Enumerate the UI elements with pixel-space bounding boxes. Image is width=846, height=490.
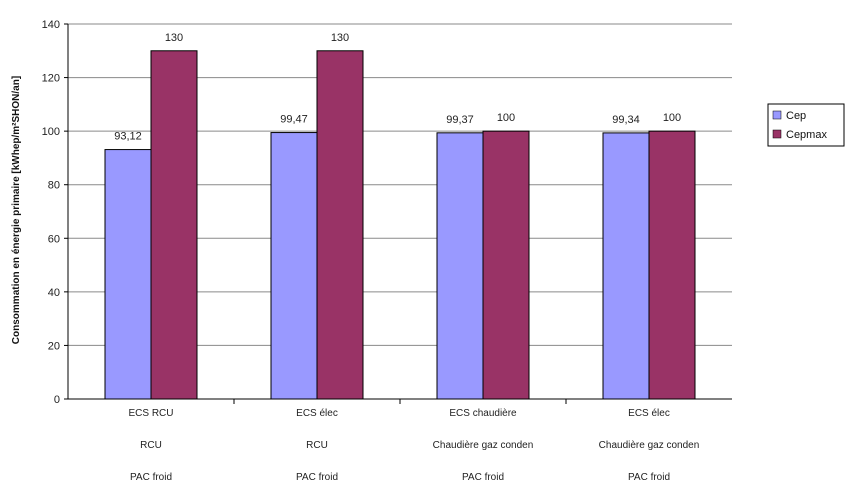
category-label: ECS RCU [128, 408, 173, 419]
y-tick-label: 100 [42, 126, 60, 138]
bar-cep-3 [602, 132, 650, 400]
bar-cep-2 [436, 132, 484, 400]
category-label: PAC froid [628, 472, 670, 483]
data-labels: 93,12 130 99,47 130 99,37 100 99,34 100 [114, 32, 681, 143]
x-category-labels: ECS RCU RCU PAC froid ECS élec RCU PAC froid E… [128, 408, 699, 483]
data-label: 100 [497, 112, 515, 124]
data-label: 93,12 [114, 131, 142, 143]
legend: Cep Cepmax [767, 103, 845, 147]
category-label: PAC froid [130, 472, 172, 483]
y-tick-label: 40 [48, 287, 60, 299]
y-tick-label: 140 [42, 19, 60, 31]
category-label: ECS élec [296, 408, 338, 419]
legend-swatch-cep [772, 110, 782, 120]
y-axis-label: Consommation en énergie primaire [kWhep/… [11, 76, 22, 344]
legend-swatch-cepmax [772, 129, 782, 139]
y-tick-label: 20 [48, 340, 60, 352]
data-label: 99,34 [612, 114, 640, 126]
data-label: 99,47 [280, 114, 308, 126]
bar-cepmax-1 [316, 50, 364, 400]
category-label: ECS élec [628, 408, 670, 419]
data-label: 100 [663, 112, 681, 124]
data-label: 130 [331, 32, 349, 44]
bar-cep-0 [104, 149, 152, 400]
category-label: RCU [140, 440, 162, 451]
bar-cepmax-2 [482, 130, 530, 400]
legend-label-cepmax: Cepmax [786, 129, 827, 141]
bar-cep-1 [270, 132, 318, 400]
y-tick-label: 80 [48, 180, 60, 192]
data-label: 130 [165, 32, 183, 44]
axes [64, 23, 732, 404]
legend-label-cep: Cep [786, 110, 806, 122]
data-label: 99,37 [446, 114, 474, 126]
category-label: PAC froid [462, 472, 504, 483]
y-tick-label: 0 [54, 394, 60, 406]
category-label: Chaudière gaz conden [433, 440, 534, 451]
y-tick-label: 120 [42, 73, 60, 85]
bar-cepmax-0 [150, 50, 198, 400]
category-label: Chaudière gaz conden [599, 440, 700, 451]
y-tick-label: 60 [48, 233, 60, 245]
bar-cepmax-3 [648, 130, 696, 400]
category-label: PAC froid [296, 472, 338, 483]
bars [104, 50, 696, 400]
category-label: ECS chaudière [449, 408, 517, 419]
category-label: RCU [306, 440, 328, 451]
y-tick-labels: 0 20 40 60 80 100 120 140 [42, 19, 60, 406]
